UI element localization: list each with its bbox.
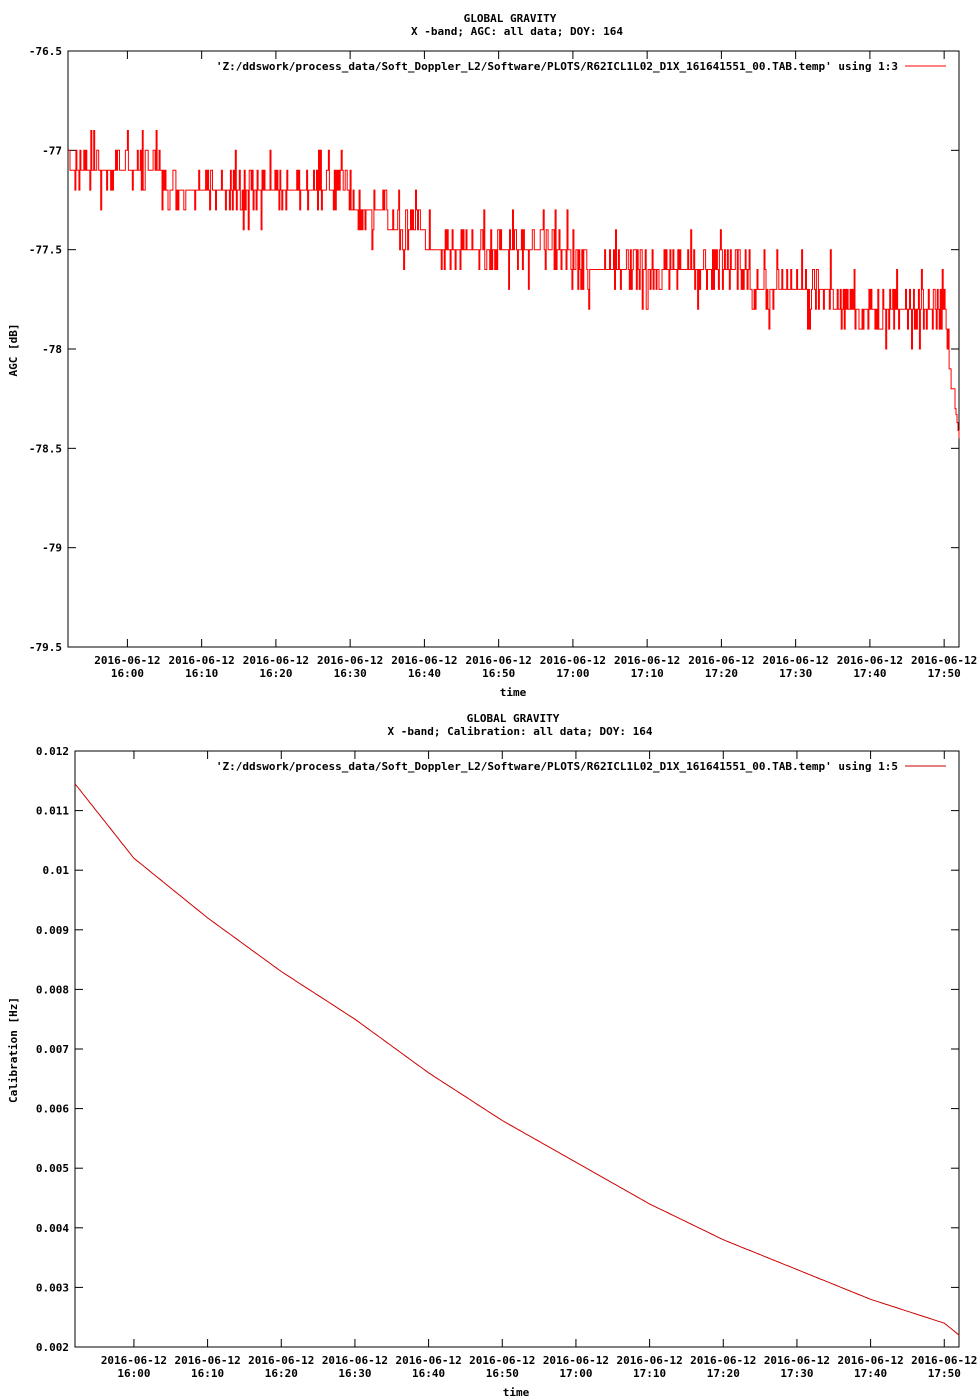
x-tick-time: 17:20 <box>707 1367 740 1380</box>
legend-label: 'Z:/ddswork/process_data/Soft_Doppler_L2… <box>216 60 898 73</box>
chart-subtitle: X -band; AGC: all data; DOY: 164 <box>411 25 623 38</box>
x-tick-time: 17:40 <box>853 667 886 680</box>
x-tick-date: 2016-06-12 <box>763 654 829 667</box>
x-tick-date: 2016-06-12 <box>243 654 309 667</box>
x-tick-time: 17:10 <box>633 1367 666 1380</box>
x-tick-date: 2016-06-12 <box>395 1354 461 1367</box>
x-tick-time: 17:40 <box>854 1367 887 1380</box>
x-axis-label: time <box>500 686 527 699</box>
y-tick-label: -79 <box>42 542 62 555</box>
x-tick-date: 2016-06-12 <box>94 654 160 667</box>
y-tick-label: 0.003 <box>36 1281 69 1294</box>
x-tick-date: 2016-06-12 <box>169 654 235 667</box>
x-tick-time: 17:50 <box>928 667 961 680</box>
legend-label: 'Z:/ddswork/process_data/Soft_Doppler_L2… <box>216 760 898 773</box>
x-tick-time: 16:30 <box>338 1367 371 1380</box>
x-tick-time: 16:20 <box>265 1367 298 1380</box>
x-tick-date: 2016-06-12 <box>837 1354 903 1367</box>
x-tick-time: 16:20 <box>259 667 292 680</box>
y-tick-label: 0.008 <box>36 983 69 996</box>
y-tick-label: -79.5 <box>29 641 62 654</box>
y-axis-label: Calibration [Hz] <box>7 997 20 1103</box>
x-tick-time: 16:50 <box>482 667 515 680</box>
x-tick-date: 2016-06-12 <box>764 1354 830 1367</box>
chart-title: GLOBAL GRAVITY <box>467 712 560 725</box>
x-tick-time: 17:50 <box>928 1367 961 1380</box>
y-tick-label: 0.004 <box>36 1222 69 1235</box>
x-tick-time: 16:00 <box>111 667 144 680</box>
y-tick-label: -76.5 <box>29 45 62 58</box>
x-tick-date: 2016-06-12 <box>466 654 532 667</box>
x-tick-date: 2016-06-12 <box>391 654 457 667</box>
x-tick-date: 2016-06-12 <box>322 1354 388 1367</box>
x-tick-time: 16:40 <box>408 667 441 680</box>
x-axis-label: time <box>503 1386 530 1399</box>
x-tick-date: 2016-06-12 <box>101 1354 167 1367</box>
x-tick-time: 17:30 <box>779 667 812 680</box>
x-tick-time: 17:00 <box>559 1367 592 1380</box>
x-tick-time: 16:40 <box>412 1367 445 1380</box>
plot-frame <box>74 750 960 1348</box>
y-tick-label: 0.01 <box>43 864 70 877</box>
series-line <box>74 783 960 1336</box>
y-tick-label: 0.006 <box>36 1103 69 1116</box>
y-tick-label: 0.009 <box>36 924 69 937</box>
y-tick-label: 0.002 <box>36 1341 69 1354</box>
x-tick-time: 16:30 <box>334 667 367 680</box>
y-tick-label: -78 <box>42 343 62 356</box>
x-tick-date: 2016-06-12 <box>543 1354 609 1367</box>
calibration-chart: GLOBAL GRAVITY X -band; Calibration: all… <box>7 712 977 1399</box>
x-tick-date: 2016-06-12 <box>174 1354 240 1367</box>
y-tick-label: -78.5 <box>29 442 62 455</box>
x-tick-date: 2016-06-12 <box>688 654 754 667</box>
y-tick-label: 0.005 <box>36 1162 69 1175</box>
x-tick-time: 17:20 <box>705 667 738 680</box>
x-tick-date: 2016-06-12 <box>317 654 383 667</box>
series-line <box>68 130 960 439</box>
y-tick-label: 0.011 <box>36 805 69 818</box>
x-tick-date: 2016-06-12 <box>837 654 903 667</box>
x-tick-date: 2016-06-12 <box>911 1354 977 1367</box>
chart-subtitle: X -band; Calibration: all data; DOY: 164 <box>388 725 653 738</box>
x-tick-date: 2016-06-12 <box>614 654 680 667</box>
y-axis-label: AGC [dB] <box>7 324 20 377</box>
x-tick-date: 2016-06-12 <box>911 654 977 667</box>
plot-frame <box>67 50 960 648</box>
x-tick-time: 17:00 <box>556 667 589 680</box>
x-tick-time: 16:00 <box>117 1367 150 1380</box>
x-tick-date: 2016-06-12 <box>469 1354 535 1367</box>
y-tick-label: 0.012 <box>36 745 69 758</box>
x-tick-date: 2016-06-12 <box>690 1354 756 1367</box>
x-tick-time: 16:10 <box>191 1367 224 1380</box>
x-tick-time: 16:10 <box>185 667 218 680</box>
x-tick-date: 2016-06-12 <box>248 1354 314 1367</box>
y-tick-label: 0.007 <box>36 1043 69 1056</box>
agc-chart: GLOBAL GRAVITY X -band; AGC: all data; D… <box>7 12 977 699</box>
y-tick-label: -77.5 <box>29 244 62 257</box>
x-tick-time: 16:50 <box>486 1367 519 1380</box>
x-tick-date: 2016-06-12 <box>616 1354 682 1367</box>
x-tick-time: 17:10 <box>631 667 664 680</box>
y-tick-label: -77 <box>42 144 62 157</box>
x-tick-time: 17:30 <box>780 1367 813 1380</box>
chart-title: GLOBAL GRAVITY <box>464 12 557 25</box>
x-tick-date: 2016-06-12 <box>540 654 606 667</box>
